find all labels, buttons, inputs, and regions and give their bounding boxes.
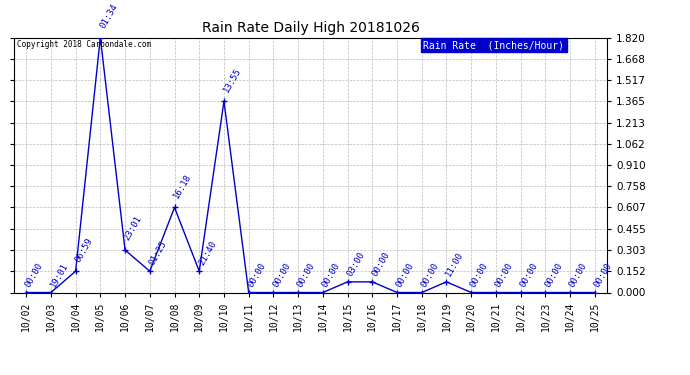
- Text: 11:00: 11:00: [444, 250, 465, 278]
- Text: 21:40: 21:40: [197, 240, 218, 267]
- Title: Rain Rate Daily High 20181026: Rain Rate Daily High 20181026: [201, 21, 420, 35]
- Text: 00:00: 00:00: [543, 261, 564, 289]
- Text: Rain Rate  (Inches/Hour): Rain Rate (Inches/Hour): [423, 40, 564, 50]
- Text: 00:00: 00:00: [246, 261, 268, 289]
- Text: 01:25: 01:25: [148, 240, 168, 267]
- Text: 00:00: 00:00: [296, 261, 317, 289]
- Text: 06:59: 06:59: [73, 236, 95, 264]
- Text: 00:00: 00:00: [271, 261, 292, 289]
- Text: 00:00: 00:00: [420, 261, 440, 289]
- Text: 13:55: 13:55: [221, 66, 243, 94]
- Text: 23:01: 23:01: [123, 214, 144, 242]
- Text: 19:01: 19:01: [48, 261, 70, 289]
- Text: 00:00: 00:00: [518, 261, 540, 289]
- Text: 16:18: 16:18: [172, 172, 193, 200]
- Text: 00:00: 00:00: [493, 261, 515, 289]
- Text: 00:00: 00:00: [568, 261, 589, 289]
- Text: 00:00: 00:00: [23, 261, 45, 289]
- Text: 00:00: 00:00: [320, 261, 342, 289]
- Text: 00:00: 00:00: [370, 250, 391, 278]
- Text: 00:00: 00:00: [592, 261, 613, 289]
- Text: Copyright 2018 Carbondale.com: Copyright 2018 Carbondale.com: [17, 40, 151, 49]
- Text: 00:00: 00:00: [469, 261, 490, 289]
- Text: 01:34: 01:34: [98, 2, 119, 30]
- Text: 03:00: 03:00: [345, 250, 366, 278]
- Text: 00:00: 00:00: [395, 261, 416, 289]
